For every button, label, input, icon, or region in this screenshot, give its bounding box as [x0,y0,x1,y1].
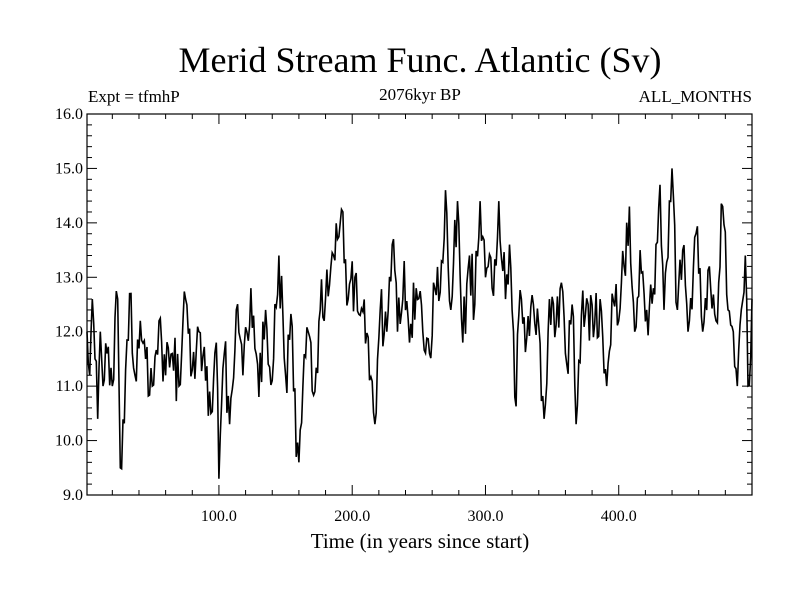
y-tick-label: 10.0 [55,433,83,450]
x-axis-ticks: 100.0 200.0 300.0 400.0 [111,114,726,525]
y-tick-label: 14.0 [55,215,83,232]
series-line [86,168,753,479]
y-tick-label: 12.0 [55,324,83,341]
y-tick-label: 11.0 [56,378,83,395]
x-axis-label: Time (in years since start) [311,529,530,553]
y-tick-label: 9.0 [63,487,83,504]
chart-subtitle: 2076kyr BP [379,85,461,104]
months-label: ALL_MONTHS [639,87,752,106]
y-tick-label: 13.0 [55,269,83,286]
plot-frame [86,113,753,496]
y-tick-label: 16.0 [55,106,83,123]
experiment-label: Expt = tfmhP [88,87,180,106]
x-tick-label: 200.0 [334,508,370,525]
x-tick-label: 300.0 [467,508,503,525]
chart-title: Merid Stream Func. Atlantic (Sv) [179,40,662,80]
y-tick-label: 15.0 [55,160,83,177]
y-axis-ticks: 9.0 10.0 11.0 12.0 13.0 14.0 15.0 16.0 [55,106,752,504]
x-tick-label: 100.0 [201,508,237,525]
x-tick-label: 400.0 [601,508,637,525]
